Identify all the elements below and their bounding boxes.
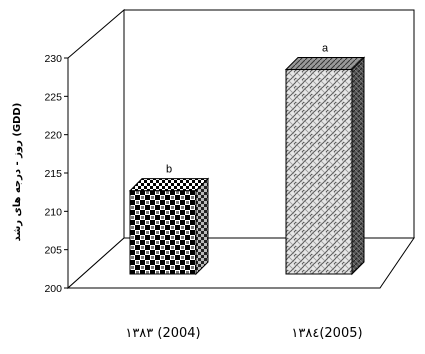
y-tick-label: 220: [44, 130, 62, 142]
significance-letter: a: [322, 43, 329, 55]
y-tick-label: 230: [44, 53, 62, 65]
bar-top-face: [284, 57, 366, 71]
bar-side-face: [195, 177, 209, 276]
significance-letter: b: [166, 164, 172, 176]
y-tick-label: 210: [44, 206, 62, 218]
bar-1: b: [128, 164, 210, 276]
x-axis-labels: ۱۳۸۳ (2004) ۱۳۸٤(2005): [125, 326, 362, 341]
bars: ba: [128, 43, 366, 276]
bar-2: a: [284, 43, 366, 276]
y-axis-title: (GDD) روز - درجه های رشد: [12, 103, 23, 242]
y-tick-label: 215: [44, 168, 62, 180]
y-axis-ticks: 200 205 210 215 220 225 230: [44, 53, 68, 295]
bar-side-face: [351, 56, 365, 276]
bar-front-face: [285, 69, 353, 275]
y-tick-label: 225: [44, 91, 62, 103]
y-tick-label: 200: [44, 283, 62, 295]
x-category-label: ۱۳۸٤(2005): [291, 326, 362, 341]
bar-top-face: [128, 178, 210, 192]
bar-front-face: [129, 190, 197, 275]
y-tick-label: 205: [44, 245, 62, 257]
x-category-label: ۱۳۸۳ (2004): [125, 326, 200, 341]
